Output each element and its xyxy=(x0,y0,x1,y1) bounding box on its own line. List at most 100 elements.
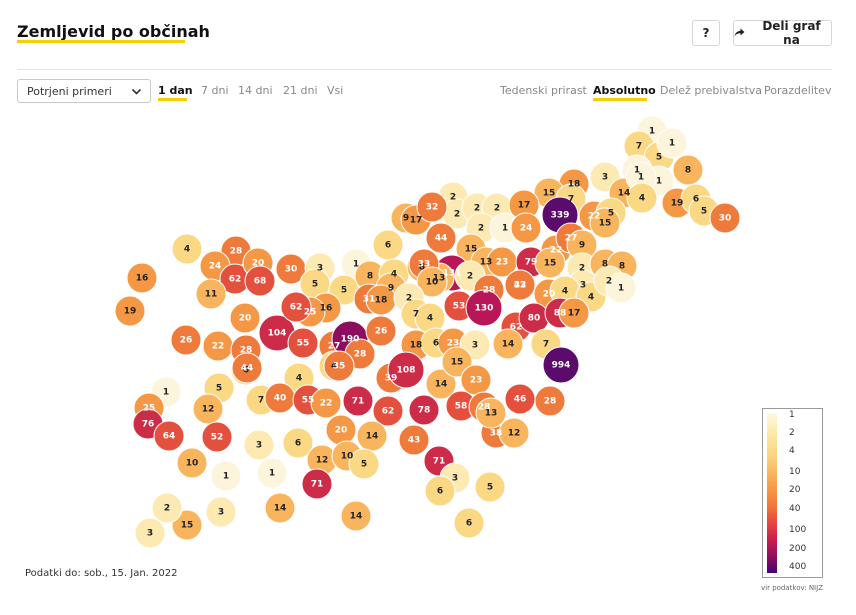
municipality-value: 14 xyxy=(435,380,448,390)
municipality-value: 19 xyxy=(124,307,137,317)
municipality-value: 6 xyxy=(243,366,249,376)
range-tab-21-days[interactable]: 21 dni xyxy=(283,84,318,97)
municipality-region[interactable] xyxy=(153,420,185,452)
municipality-region[interactable] xyxy=(192,393,224,425)
municipality-value: 30 xyxy=(719,214,732,224)
municipality-region[interactable] xyxy=(558,297,590,329)
municipality-region[interactable] xyxy=(504,269,536,301)
municipality-region[interactable] xyxy=(424,475,456,507)
municipality-region[interactable] xyxy=(441,346,473,378)
municipality-region[interactable] xyxy=(498,417,530,449)
legend-tick: 100 xyxy=(789,525,807,535)
municipality-region[interactable] xyxy=(171,233,203,265)
municipality-region[interactable] xyxy=(229,302,261,334)
municipality-region[interactable] xyxy=(210,460,242,492)
municipality-region[interactable] xyxy=(301,468,333,500)
range-tab-7-days[interactable]: 7 dni xyxy=(201,84,229,97)
view-tab-weekly-growth[interactable]: Tedenski prirast xyxy=(500,84,587,97)
municipality-value: 7 xyxy=(636,142,642,152)
municipality-region[interactable] xyxy=(425,222,457,254)
municipality-region[interactable] xyxy=(231,352,263,384)
municipality-region[interactable] xyxy=(365,315,397,347)
municipality-value: 2 xyxy=(406,294,412,304)
municipality-value: 28 xyxy=(230,247,243,257)
municipality-value: 4 xyxy=(562,287,568,297)
range-tab-1-day[interactable]: 1 dan xyxy=(158,84,193,97)
municipality-region[interactable] xyxy=(656,127,688,159)
municipality-region[interactable] xyxy=(151,492,183,524)
municipality-value: 3 xyxy=(602,173,608,183)
municipality-region[interactable] xyxy=(589,207,621,239)
municipality-region[interactable] xyxy=(492,328,524,360)
municipality-region[interactable] xyxy=(170,324,202,356)
municipality-region[interactable] xyxy=(398,424,430,456)
municipality-region[interactable] xyxy=(626,182,658,214)
municipality-region[interactable] xyxy=(709,202,741,234)
municipality-region[interactable] xyxy=(534,247,566,279)
municipality-region[interactable] xyxy=(416,266,448,298)
municipality-region[interactable] xyxy=(195,278,227,310)
municipality-value: 15 xyxy=(599,219,612,229)
municipality-region[interactable] xyxy=(205,496,237,528)
municipality-region[interactable] xyxy=(605,272,637,304)
municipality-region[interactable] xyxy=(372,395,404,427)
municipality-value: 71 xyxy=(352,397,365,407)
view-tab-absolute[interactable]: Absolutno xyxy=(593,84,656,97)
municipality-value: 62 xyxy=(510,323,523,333)
municipality-region[interactable] xyxy=(256,457,288,489)
municipality-value: 62 xyxy=(382,407,395,417)
municipality-region[interactable] xyxy=(134,517,166,549)
municipality-region[interactable] xyxy=(244,265,276,297)
municipality-region[interactable] xyxy=(348,448,380,480)
municipality-region[interactable] xyxy=(474,471,506,503)
municipality-region[interactable] xyxy=(310,387,342,419)
view-tab-population-share[interactable]: Delež prebivalstva xyxy=(660,84,763,97)
municipality-value: 2 xyxy=(606,277,612,287)
range-tab-underline xyxy=(158,98,187,101)
metric-select[interactable]: Potrjeni primeri xyxy=(17,79,151,103)
chevron-down-icon xyxy=(131,88,142,95)
municipality-region[interactable] xyxy=(510,212,542,244)
municipality-region[interactable] xyxy=(342,385,374,417)
municipality-value: 40 xyxy=(274,394,287,404)
municipality-region[interactable] xyxy=(534,385,566,417)
municipality-value: 79 xyxy=(525,258,538,268)
municipality-region[interactable] xyxy=(425,368,457,400)
municipality-region[interactable] xyxy=(287,327,319,359)
municipality-region[interactable] xyxy=(201,421,233,453)
municipality-value: 5 xyxy=(701,207,707,217)
municipality-region[interactable] xyxy=(475,397,507,429)
municipality-region[interactable] xyxy=(243,429,275,461)
range-tab-all[interactable]: Vsi xyxy=(327,84,344,97)
municipality-value: 1 xyxy=(269,469,275,479)
municipality-region[interactable] xyxy=(114,295,146,327)
municipality-region[interactable] xyxy=(340,500,372,532)
municipality-value: 18 xyxy=(375,296,388,306)
page-title: Zemljevid po občinah xyxy=(17,22,210,41)
municipality-value: 11 xyxy=(205,290,218,300)
municipality-region[interactable] xyxy=(453,507,485,539)
municipality-value: 27 xyxy=(328,342,341,352)
legend-gradient xyxy=(767,413,777,573)
municipality-region[interactable] xyxy=(126,262,158,294)
municipality-region[interactable] xyxy=(416,191,448,223)
municipality-region[interactable] xyxy=(176,447,208,479)
help-button[interactable]: ? xyxy=(692,20,720,46)
municipality-region[interactable] xyxy=(280,291,312,323)
share-button[interactable]: Deli graf na xyxy=(733,19,832,47)
municipality-region[interactable] xyxy=(171,509,203,541)
municipality-value: 26 xyxy=(375,327,388,337)
municipality-region[interactable] xyxy=(408,394,440,426)
municipality-region[interactable] xyxy=(323,350,355,382)
municipality-region[interactable] xyxy=(465,289,503,327)
municipality-value: 17 xyxy=(410,216,423,226)
view-tab-distribution[interactable]: Porazdelitev xyxy=(764,84,832,97)
municipality-value: 3 xyxy=(452,474,458,484)
municipality-region[interactable] xyxy=(672,154,704,186)
municipality-region[interactable] xyxy=(387,351,425,389)
municipality-region[interactable] xyxy=(264,492,296,524)
municipality-region[interactable] xyxy=(542,346,580,384)
municipality-region[interactable] xyxy=(282,427,314,459)
range-tab-14-days[interactable]: 14 dni xyxy=(238,84,273,97)
